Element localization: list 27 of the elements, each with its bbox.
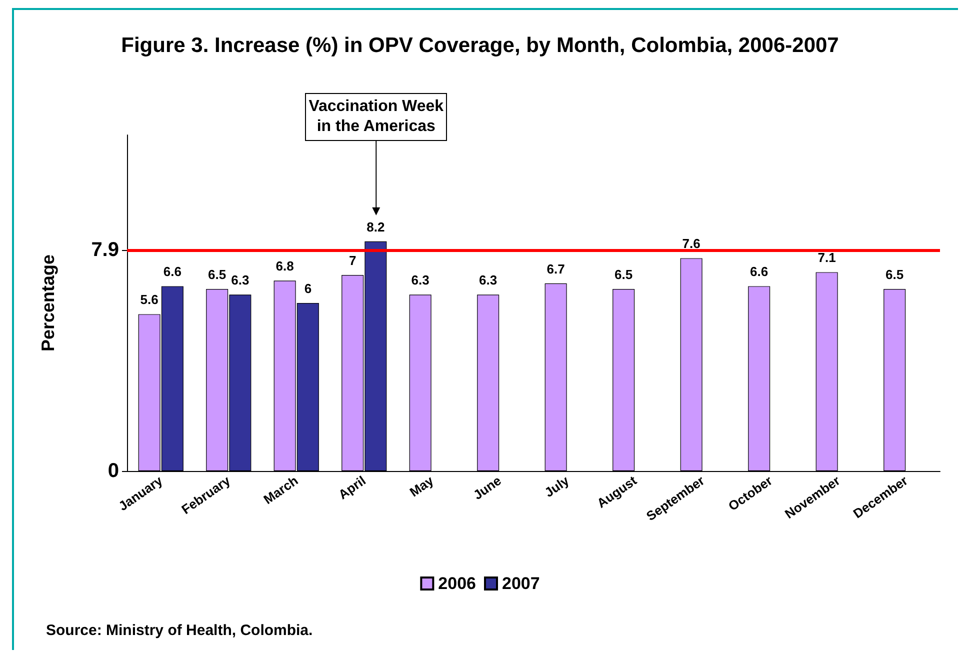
legend-label: 2007 xyxy=(502,574,540,593)
source-note: Source: Ministry of Health, Colombia. xyxy=(46,622,313,639)
legend-label: 2006 xyxy=(438,574,476,593)
data-label: 6.8 xyxy=(276,258,294,274)
data-label: 7.6 xyxy=(682,236,700,252)
data-label: 6.3 xyxy=(411,272,430,288)
data-label: 6 xyxy=(304,281,312,296)
data-label: 8.2 xyxy=(366,219,385,234)
y-tick-label: 0 xyxy=(108,460,119,482)
data-label: 6.5 xyxy=(886,267,904,282)
x-tick-label: June xyxy=(470,472,504,503)
data-label: 6.5 xyxy=(208,267,226,282)
data-label: 6.5 xyxy=(614,267,633,282)
x-tick-label: May xyxy=(406,472,437,500)
data-label: 6.3 xyxy=(479,272,498,288)
x-tick-label: July xyxy=(542,472,572,500)
chart-title: Figure 3. Increase (%) in OPV Coverage, by Month, Colombia, 2006-2007 xyxy=(121,34,839,57)
data-label: 6.6 xyxy=(750,264,768,280)
y-axis-title: Percentage xyxy=(38,254,58,352)
data-label: 6.7 xyxy=(546,261,565,276)
data-label: 6.3 xyxy=(231,272,250,288)
data-label: 5.6 xyxy=(140,292,158,308)
text: Vaccination Week in the Americas xyxy=(305,93,448,141)
data-label: 7 xyxy=(348,253,356,268)
y-tick-label: 7.9 xyxy=(91,238,119,261)
data-label: 6.6 xyxy=(163,264,182,280)
data-label: 7.1 xyxy=(818,250,836,266)
